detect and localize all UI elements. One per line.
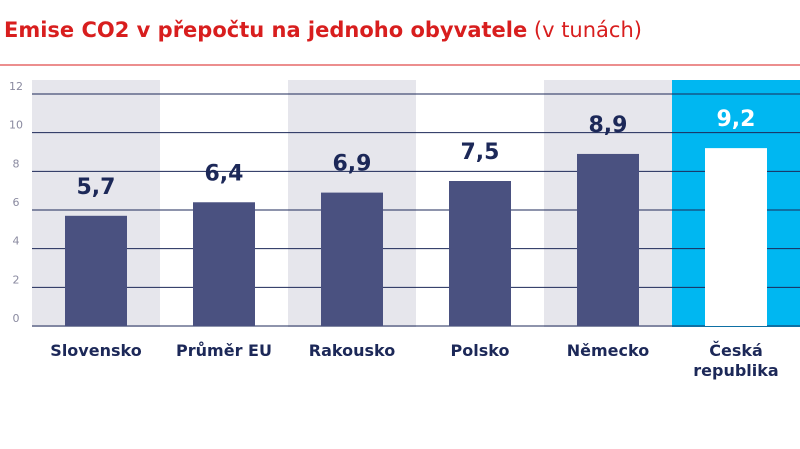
- y-tick-label: 2: [13, 273, 20, 286]
- value-label: 6,9: [333, 152, 372, 177]
- value-label: 6,4: [205, 161, 244, 186]
- value-label: 7,5: [461, 140, 500, 165]
- x-tick-label: Rakousko: [308, 341, 396, 360]
- x-tick-label: Česká republika: [693, 341, 779, 380]
- x-tick-label: Polsko: [450, 341, 510, 360]
- y-tick-label: 10: [9, 119, 23, 132]
- value-label: 9,2: [717, 107, 756, 132]
- x-tick-label: Německo: [566, 341, 650, 360]
- x-tick-label: Slovensko: [50, 341, 142, 360]
- y-tick-label: 12: [9, 80, 23, 93]
- value-label: 8,9: [589, 113, 628, 138]
- y-tick-label: 4: [13, 235, 20, 248]
- bar: [705, 148, 767, 326]
- bar: [449, 181, 511, 326]
- chart-title: Emise CO2 v přepočtu na jednoho obyvatel…: [4, 18, 528, 42]
- y-tick-label: 8: [13, 157, 20, 170]
- y-tick-label: 0: [13, 312, 20, 325]
- x-tick-label: Průměr EU: [176, 341, 272, 360]
- bar: [577, 153, 639, 326]
- bar: [65, 215, 127, 326]
- bar: [193, 202, 255, 326]
- y-tick-label: 6: [13, 196, 20, 209]
- value-label: 5,7: [77, 175, 116, 200]
- chart-subtitle: (v tunách): [533, 18, 642, 42]
- title-block: Emise CO2 v přepočtu na jednoho obyvatel…: [4, 18, 642, 42]
- bar: [321, 192, 383, 326]
